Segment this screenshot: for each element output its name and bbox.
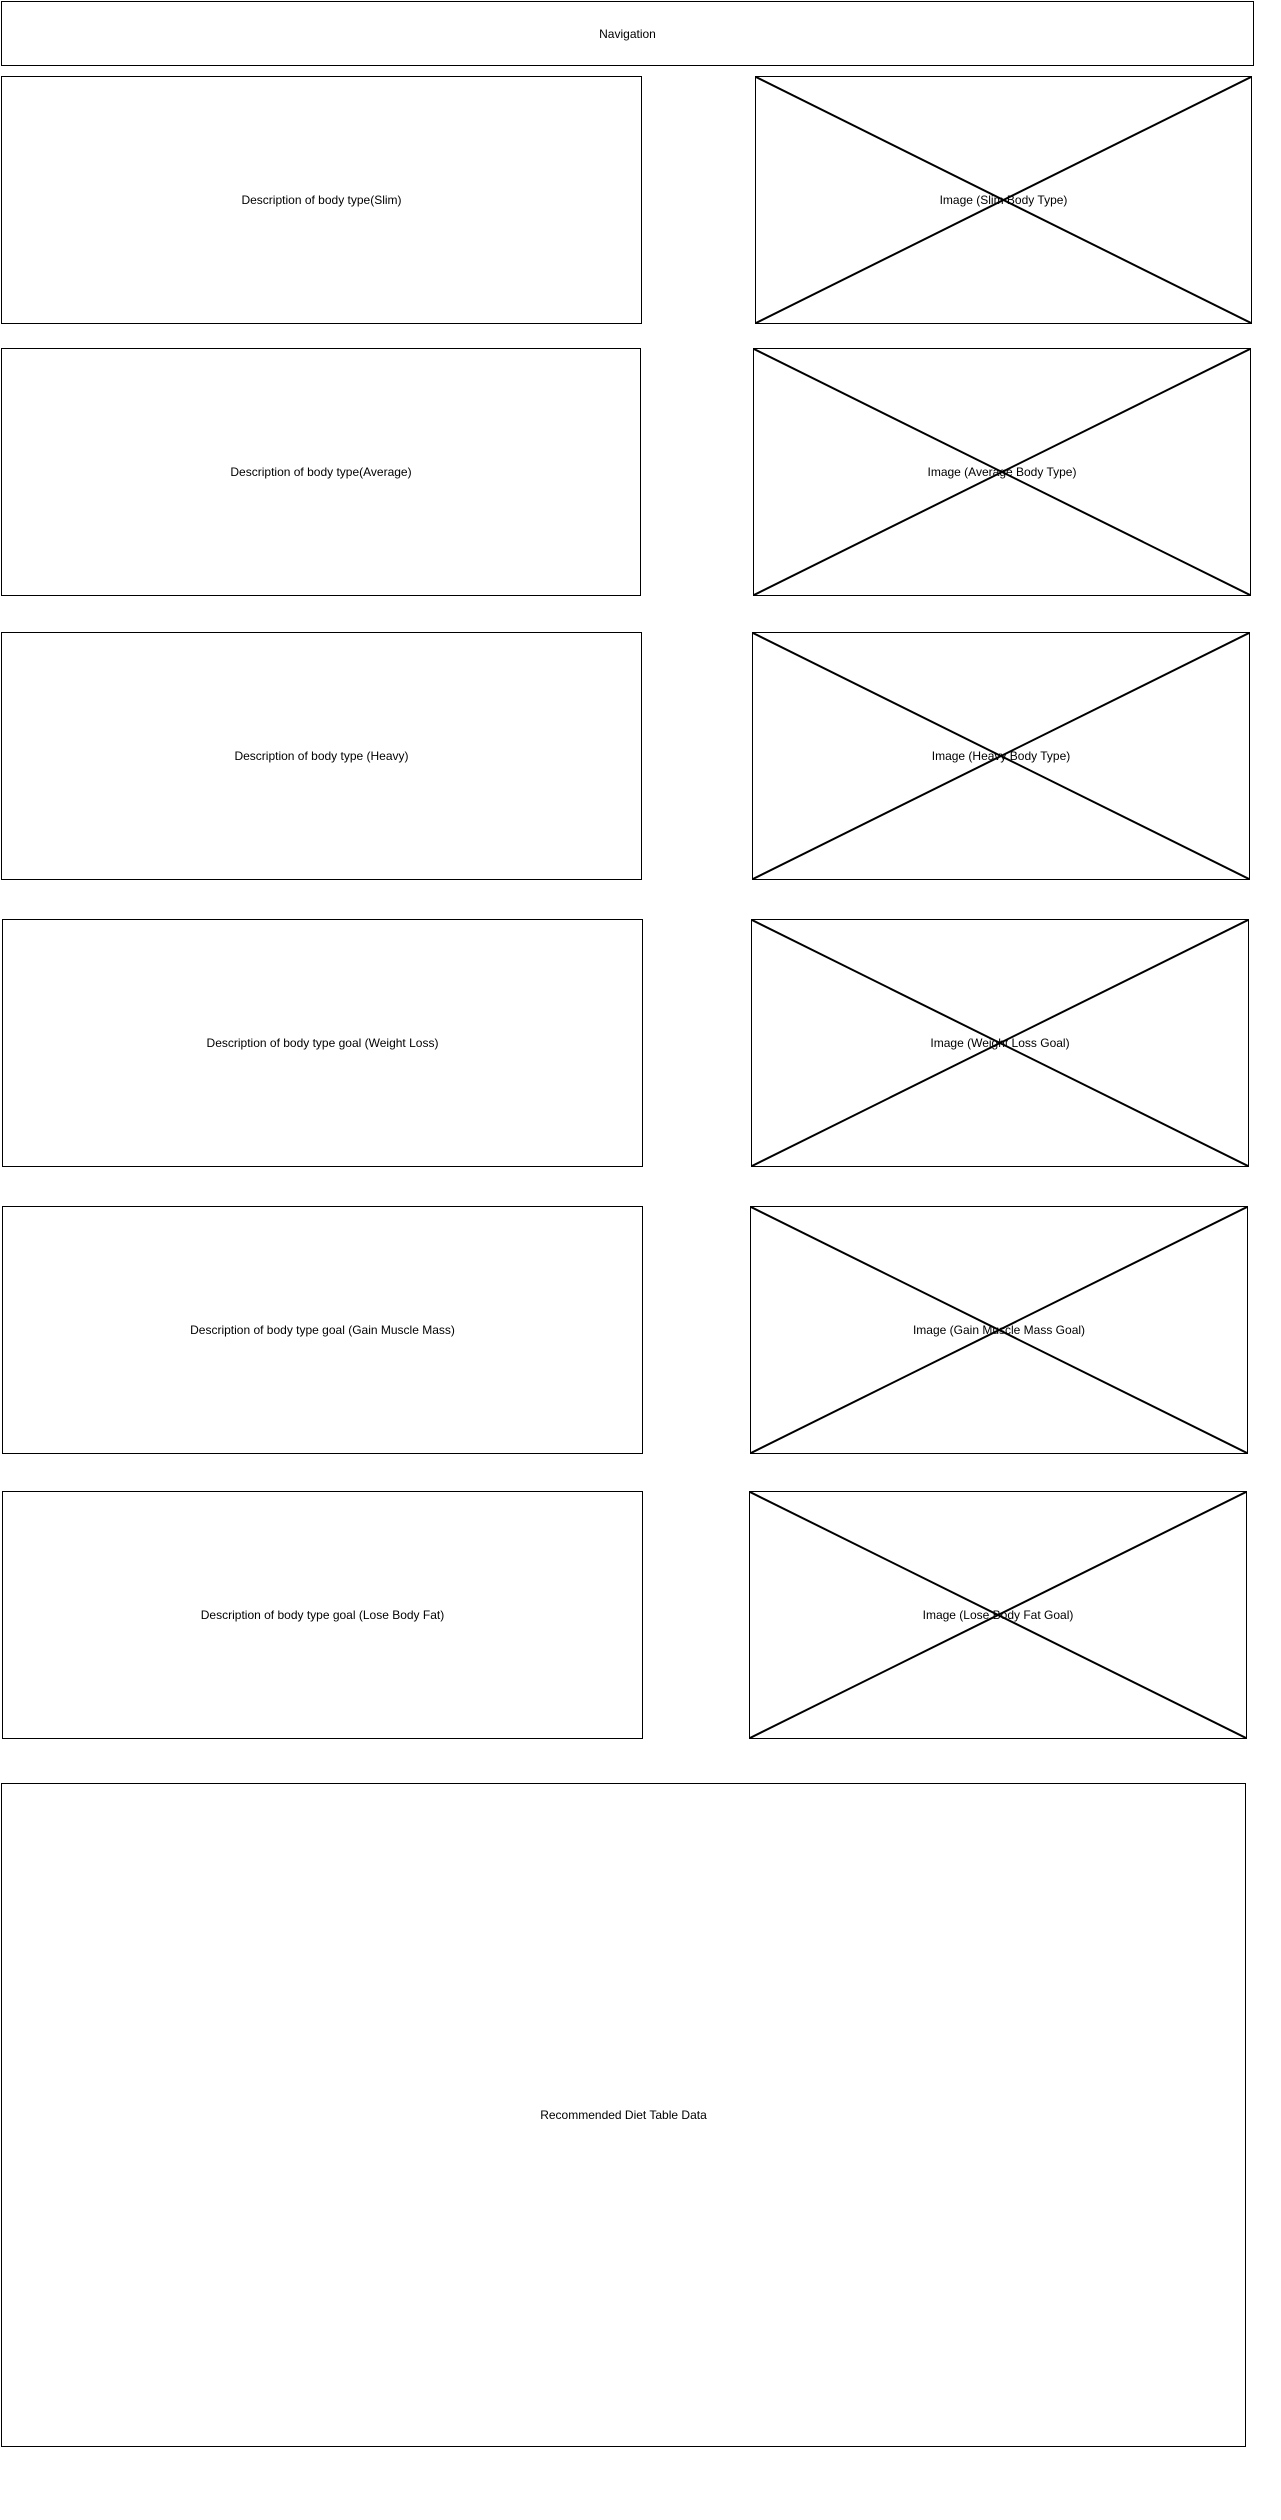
description-weight-loss: Description of body type goal (Weight Lo… [2,919,643,1167]
description-label: Description of body type goal (Gain Musc… [190,1323,455,1337]
image-label: Image (Average Body Type) [927,465,1077,479]
image-lose-body-fat: Image (Lose Body Fat Goal) [749,1491,1247,1739]
description-label: Description of body type (Heavy) [234,749,409,763]
image-weight-loss: Image (Weight Loss Goal) [751,919,1249,1167]
description-label: Description of body type goal (Weight Lo… [206,1036,439,1050]
description-gain-muscle-mass: Description of body type goal (Gain Musc… [2,1206,643,1454]
description-average: Description of body type(Average) [1,348,641,596]
description-slim: Description of body type(Slim) [1,76,642,324]
navigation-bar[interactable]: Navigation [1,1,1254,66]
image-placeholder-icon [756,77,1251,323]
description-label: Description of body type goal (Lose Body… [200,1608,445,1622]
navigation-label: Navigation [599,26,656,41]
image-heavy: Image (Heavy Body Type) [752,632,1250,880]
image-label: Image (Gain Muscle Mass Goal) [912,1323,1086,1337]
image-placeholder-icon [750,1492,1246,1738]
diet-table-label: Recommended Diet Table Data [540,2108,707,2122]
image-label: Image (Heavy Body Type) [931,749,1071,763]
image-label: Image (Lose Body Fat Goal) [922,1608,1074,1622]
image-placeholder-icon [751,1207,1247,1453]
description-label: Description of body type(Average) [230,465,412,479]
image-average: Image (Average Body Type) [753,348,1251,596]
diet-table: Recommended Diet Table Data [1,1783,1246,2447]
image-slim: Image (Slim Body Type) [755,76,1252,324]
description-heavy: Description of body type (Heavy) [1,632,642,880]
image-placeholder-icon [754,349,1250,595]
description-lose-body-fat: Description of body type goal (Lose Body… [2,1491,643,1739]
image-placeholder-icon [753,633,1249,879]
description-label: Description of body type(Slim) [241,193,402,207]
image-placeholder-icon [752,920,1248,1166]
image-label: Image (Weight Loss Goal) [930,1036,1070,1050]
image-gain-muscle-mass: Image (Gain Muscle Mass Goal) [750,1206,1248,1454]
image-label: Image (Slim Body Type) [939,193,1068,207]
